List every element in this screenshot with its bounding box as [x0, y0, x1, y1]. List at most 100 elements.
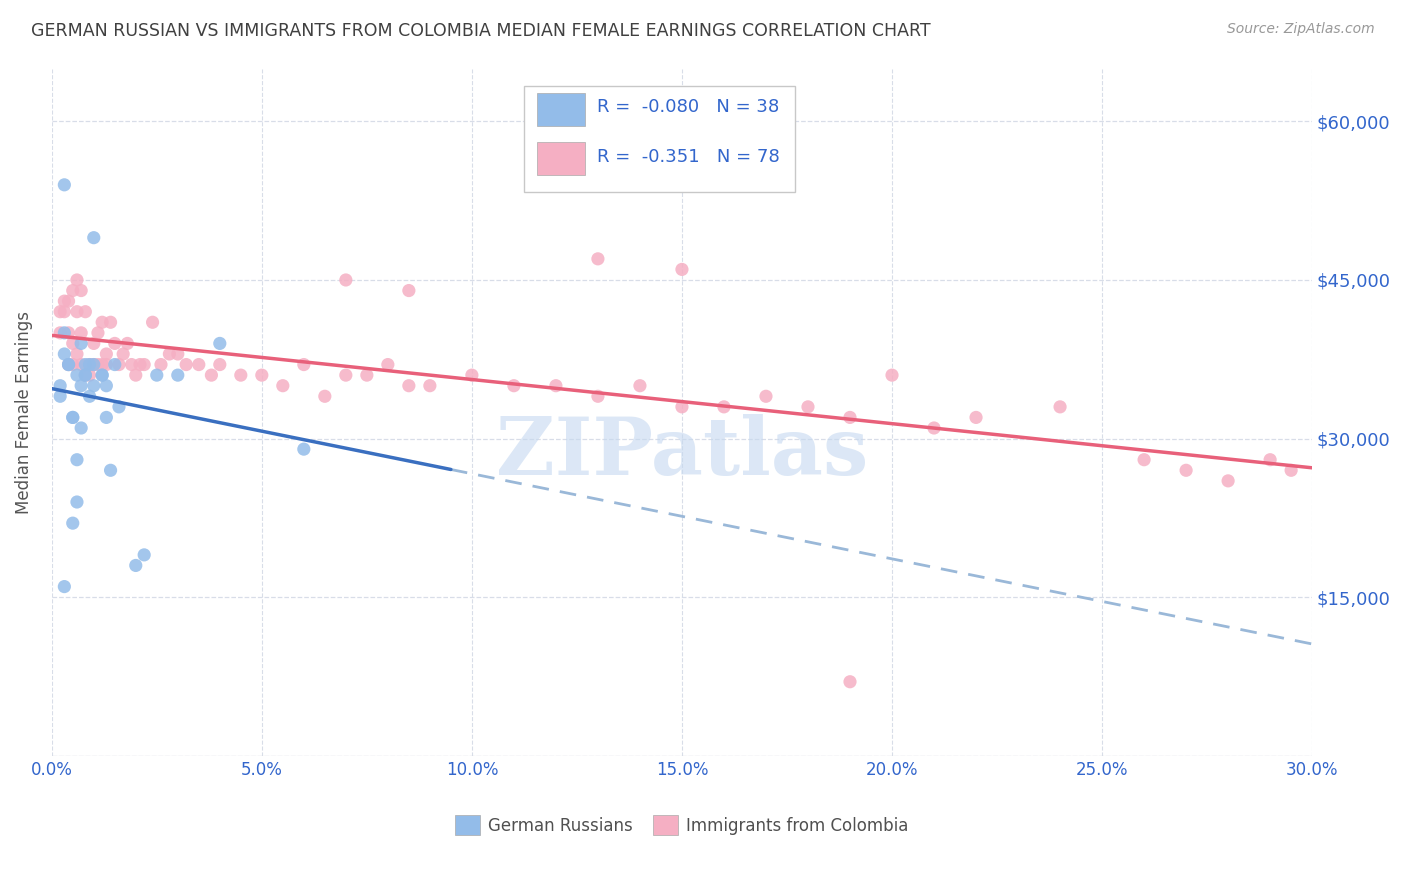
Point — [58, 326, 80, 340]
Point — [66, 347, 89, 361]
Point — [66, 368, 89, 383]
Point — [70, 421, 93, 435]
Point — [146, 368, 169, 383]
Point — [125, 558, 148, 573]
Text: ZIPatlas: ZIPatlas — [496, 415, 868, 492]
Point — [87, 358, 110, 372]
Point — [58, 294, 80, 309]
Point — [96, 347, 118, 361]
Point — [108, 400, 131, 414]
Point — [839, 674, 862, 689]
Point — [134, 548, 156, 562]
Point — [922, 421, 945, 435]
Point — [628, 378, 651, 392]
Point — [66, 304, 89, 318]
Point — [62, 410, 84, 425]
Point — [83, 230, 105, 244]
Y-axis label: Median Female Earnings: Median Female Earnings — [15, 310, 32, 514]
Point — [335, 368, 357, 383]
Point — [75, 368, 97, 383]
Point — [75, 368, 97, 383]
Point — [49, 304, 72, 318]
Point — [49, 326, 72, 340]
Point — [839, 410, 862, 425]
Point — [53, 178, 76, 192]
Point — [200, 368, 222, 383]
Point — [292, 442, 315, 457]
Point — [356, 368, 378, 383]
Point — [87, 326, 110, 340]
Legend: German Russians, Immigrants from Colombia: German Russians, Immigrants from Colombi… — [449, 809, 915, 841]
Point — [1279, 463, 1302, 477]
Point — [208, 358, 231, 372]
FancyBboxPatch shape — [537, 142, 585, 175]
Point — [208, 336, 231, 351]
Text: GERMAN RUSSIAN VS IMMIGRANTS FROM COLOMBIA MEDIAN FEMALE EARNINGS CORRELATION CH: GERMAN RUSSIAN VS IMMIGRANTS FROM COLOMB… — [31, 22, 931, 40]
FancyBboxPatch shape — [537, 93, 585, 126]
Point — [83, 358, 105, 372]
Point — [62, 336, 84, 351]
Point — [157, 347, 180, 361]
Point — [112, 347, 135, 361]
Point — [91, 368, 114, 383]
Point — [70, 358, 93, 372]
Point — [314, 389, 336, 403]
Point — [134, 358, 156, 372]
Point — [671, 400, 693, 414]
Point — [250, 368, 273, 383]
Point — [797, 400, 820, 414]
Point — [142, 315, 165, 329]
Point — [121, 358, 143, 372]
Point — [229, 368, 252, 383]
Point — [880, 368, 903, 383]
Point — [671, 262, 693, 277]
Point — [1216, 474, 1239, 488]
Point — [53, 294, 76, 309]
Point — [129, 358, 152, 372]
Point — [49, 389, 72, 403]
Point — [755, 389, 778, 403]
Point — [70, 336, 93, 351]
Point — [83, 336, 105, 351]
Point — [79, 358, 101, 372]
Point — [398, 284, 420, 298]
Point — [187, 358, 209, 372]
Point — [53, 326, 76, 340]
Point — [125, 368, 148, 383]
Point — [586, 389, 609, 403]
Point — [166, 347, 188, 361]
Point — [96, 358, 118, 372]
Point — [292, 358, 315, 372]
Point — [62, 516, 84, 530]
Point — [398, 378, 420, 392]
Point — [335, 273, 357, 287]
Point — [58, 358, 80, 372]
Point — [104, 358, 127, 372]
Point — [544, 378, 567, 392]
Point — [586, 252, 609, 266]
Point — [419, 378, 441, 392]
Point — [53, 580, 76, 594]
Point — [83, 358, 105, 372]
Point — [66, 452, 89, 467]
Point — [1258, 452, 1281, 467]
FancyBboxPatch shape — [524, 86, 796, 192]
Point — [502, 378, 524, 392]
Point — [66, 495, 89, 509]
Point — [91, 358, 114, 372]
Point — [53, 347, 76, 361]
Point — [58, 358, 80, 372]
Point — [53, 304, 76, 318]
Point — [104, 336, 127, 351]
Point — [271, 378, 294, 392]
Point — [49, 378, 72, 392]
Point — [75, 304, 97, 318]
Text: R =  -0.080   N = 38: R = -0.080 N = 38 — [598, 98, 780, 116]
Point — [62, 410, 84, 425]
Point — [58, 358, 80, 372]
Point — [96, 410, 118, 425]
Point — [96, 378, 118, 392]
Point — [79, 358, 101, 372]
Point — [75, 368, 97, 383]
Point — [965, 410, 987, 425]
